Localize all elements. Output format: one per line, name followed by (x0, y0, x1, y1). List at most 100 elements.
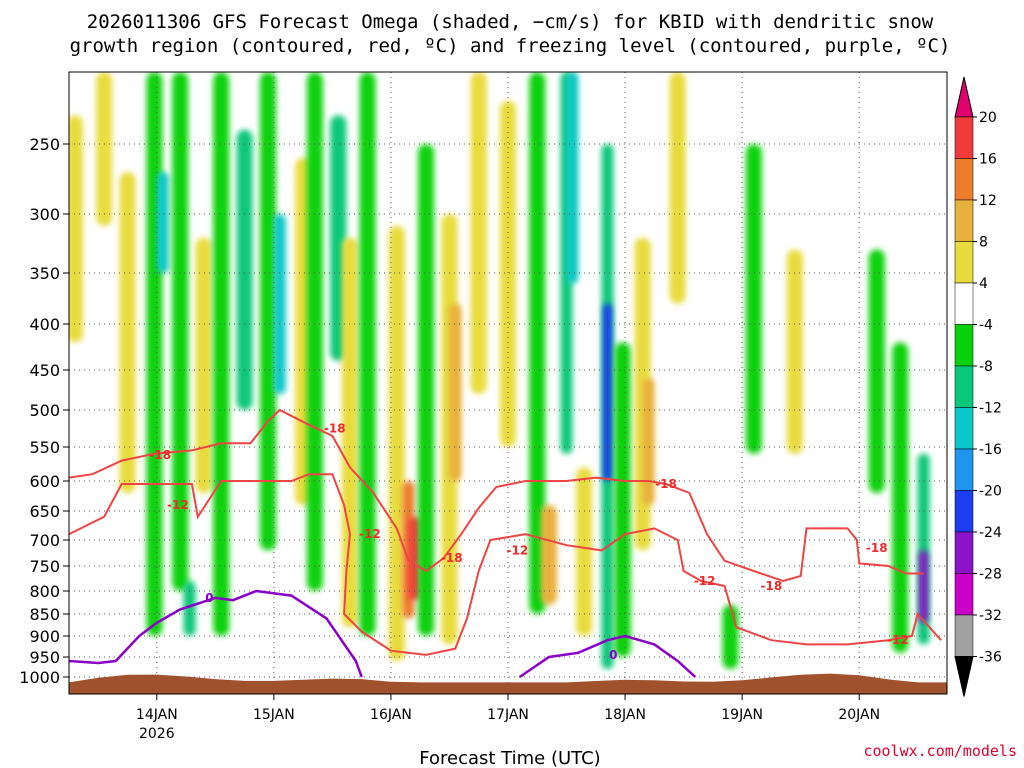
plot-area: -18 -12 -18 -12 -18 -12 -18 -12 -18 -18 -12 0 0 (68, 71, 948, 695)
contour-label-12: 0 (609, 648, 617, 662)
omega-feature-6 (183, 581, 196, 636)
contour-label-3: -12 (359, 527, 381, 541)
contour-label-4: -18 (441, 551, 463, 565)
y-tick-label-850: 850 (29, 605, 60, 624)
omega-feature-10 (260, 72, 277, 551)
y-tick-label-700: 700 (29, 531, 60, 550)
colorbar-top-arrow (954, 76, 974, 118)
pressure-axis: 250 300 350 400 450 500 550 600 650 700 750 800 850 9… (19, 135, 69, 687)
y-tick-label-900: 900 (29, 627, 60, 646)
colorbar-bin-8 (954, 407, 974, 450)
colorbar-bin-13 (954, 614, 974, 657)
y-tick-label-800: 800 (29, 582, 60, 601)
omega-feature-22 (449, 303, 462, 481)
y-tick-label-650: 650 (29, 502, 60, 521)
terrain-fill (69, 673, 947, 694)
omega-feature-25 (529, 72, 546, 614)
y-tick-label-300: 300 (29, 205, 60, 224)
colorbar-tick-label-4: 4 (979, 276, 988, 292)
omega-feature-15 (341, 237, 358, 628)
time-axis: 14JAN 2026 15JAN 16JAN 17JAN 18JAN 19JAN 20JAN (136, 694, 880, 742)
x-tick-label-18JAN: 18JAN (604, 707, 646, 723)
x-tick-label-17JAN: 17JAN (487, 707, 529, 723)
omega-feature-0 (69, 115, 83, 343)
y-tick-label-350: 350 (29, 264, 60, 283)
colorbar-tick-label-1: 16 (979, 152, 997, 168)
omega-feature-29 (576, 467, 593, 636)
y-tick-label-600: 600 (29, 472, 60, 491)
colorbar-bin-11 (954, 531, 974, 574)
contours (69, 408, 942, 679)
omega-feature-26 (540, 505, 557, 605)
omega-feature-28 (566, 72, 579, 284)
x-tick-sublabel-year: 2026 (139, 726, 175, 742)
colorbar-tick-label-7: -12 (979, 401, 1002, 417)
omega-feature-17 (388, 225, 405, 662)
colorbar-tick-label-10: -24 (979, 525, 1002, 541)
omega-feature-32 (614, 342, 631, 657)
omega-feature-39 (868, 249, 885, 493)
contour-label-10: -12 (887, 633, 909, 647)
x-tick-label-20JAN: 20JAN (838, 707, 880, 723)
colorbar-bin-4 (954, 241, 974, 284)
contour-label-7: -12 (694, 574, 716, 588)
x-tick-label-16JAN: 16JAN (370, 707, 412, 723)
y-tick-label-550: 550 (29, 438, 60, 457)
y-tick-label-750: 750 (29, 557, 60, 576)
colorbar-tick-label-5: -4 (979, 318, 993, 334)
omega-feature-9 (236, 129, 253, 410)
colorbar-bin-1 (954, 116, 974, 159)
y-tick-label-500: 500 (29, 401, 60, 420)
y-tick-label-400: 400 (29, 315, 60, 334)
colorbar-tick-label-13: -36 (979, 650, 1002, 666)
colorbar-tick-label-11: -28 (979, 567, 1002, 583)
colorbar-tick-label-0: 20 (979, 110, 997, 126)
dgz-contour--12 (69, 473, 942, 656)
colorbar-bin-10 (954, 490, 974, 533)
omega-feature-20 (418, 144, 435, 636)
x-axis-label: Forecast Time (UTC) (419, 748, 600, 768)
contour-label-6: -18 (655, 477, 677, 491)
contour-label-9: -18 (866, 541, 888, 555)
freezing-level-contour-a (69, 589, 363, 678)
colorbar-bottom-arrow (954, 656, 974, 697)
omega-feature-1 (96, 72, 113, 226)
colorbar-tick-label-8: -16 (979, 442, 1002, 458)
y-tick-label-1000: 1000 (19, 668, 60, 687)
omega-feature-31 (603, 303, 613, 481)
chart-title-line-2: growth region (contoured, red, ºC) and f… (70, 35, 951, 57)
x-tick-label-19JAN: 19JAN (721, 707, 763, 723)
terrain (69, 673, 947, 694)
colorbar-bin-5 (954, 282, 974, 325)
omega-feature-7 (195, 237, 212, 493)
colorbar-bin-7 (954, 365, 974, 408)
omega-feature-16 (359, 72, 376, 636)
omega-feature-37 (745, 144, 762, 454)
omega-feature-13 (306, 72, 323, 591)
gridlines (69, 72, 947, 694)
colorbar: 20 16 12 8 4 -4 -8 -12 -16 -20 -24 -28 -32 -36 (954, 76, 1002, 697)
omega-feature-40 (892, 342, 909, 653)
omega-feature-8 (213, 72, 230, 636)
colorbar-bin-9 (954, 448, 974, 491)
colorbar-bin-3 (954, 199, 974, 242)
colorbar-tick-label-3: 8 (979, 235, 988, 251)
omega-feature-42 (919, 550, 929, 623)
contour-label-8: -18 (761, 579, 783, 593)
x-tick-label-15JAN: 15JAN (253, 707, 295, 723)
contour-labels: -18 -12 -18 -12 -18 -12 -18 -12 -18 -18 -12 0 0 (149, 422, 908, 662)
contour-label-5: -12 (507, 543, 529, 557)
dgz-contour--18 (69, 408, 924, 583)
omega-feature-23 (470, 72, 487, 394)
colorbar-tick-label-12: -32 (979, 608, 1002, 624)
colorbar-tick-label-2: 12 (979, 193, 997, 209)
contour-label-2: -18 (324, 422, 346, 436)
omega-feature-38 (786, 249, 803, 454)
contour-label-11: 0 (205, 591, 213, 605)
colorbar-bin-12 (954, 573, 974, 616)
omega-feature-34 (642, 378, 655, 505)
contour-label-0: -18 (149, 448, 171, 462)
x-tick-label-14JAN: 14JAN (136, 707, 178, 723)
y-tick-label-950: 950 (29, 648, 60, 667)
